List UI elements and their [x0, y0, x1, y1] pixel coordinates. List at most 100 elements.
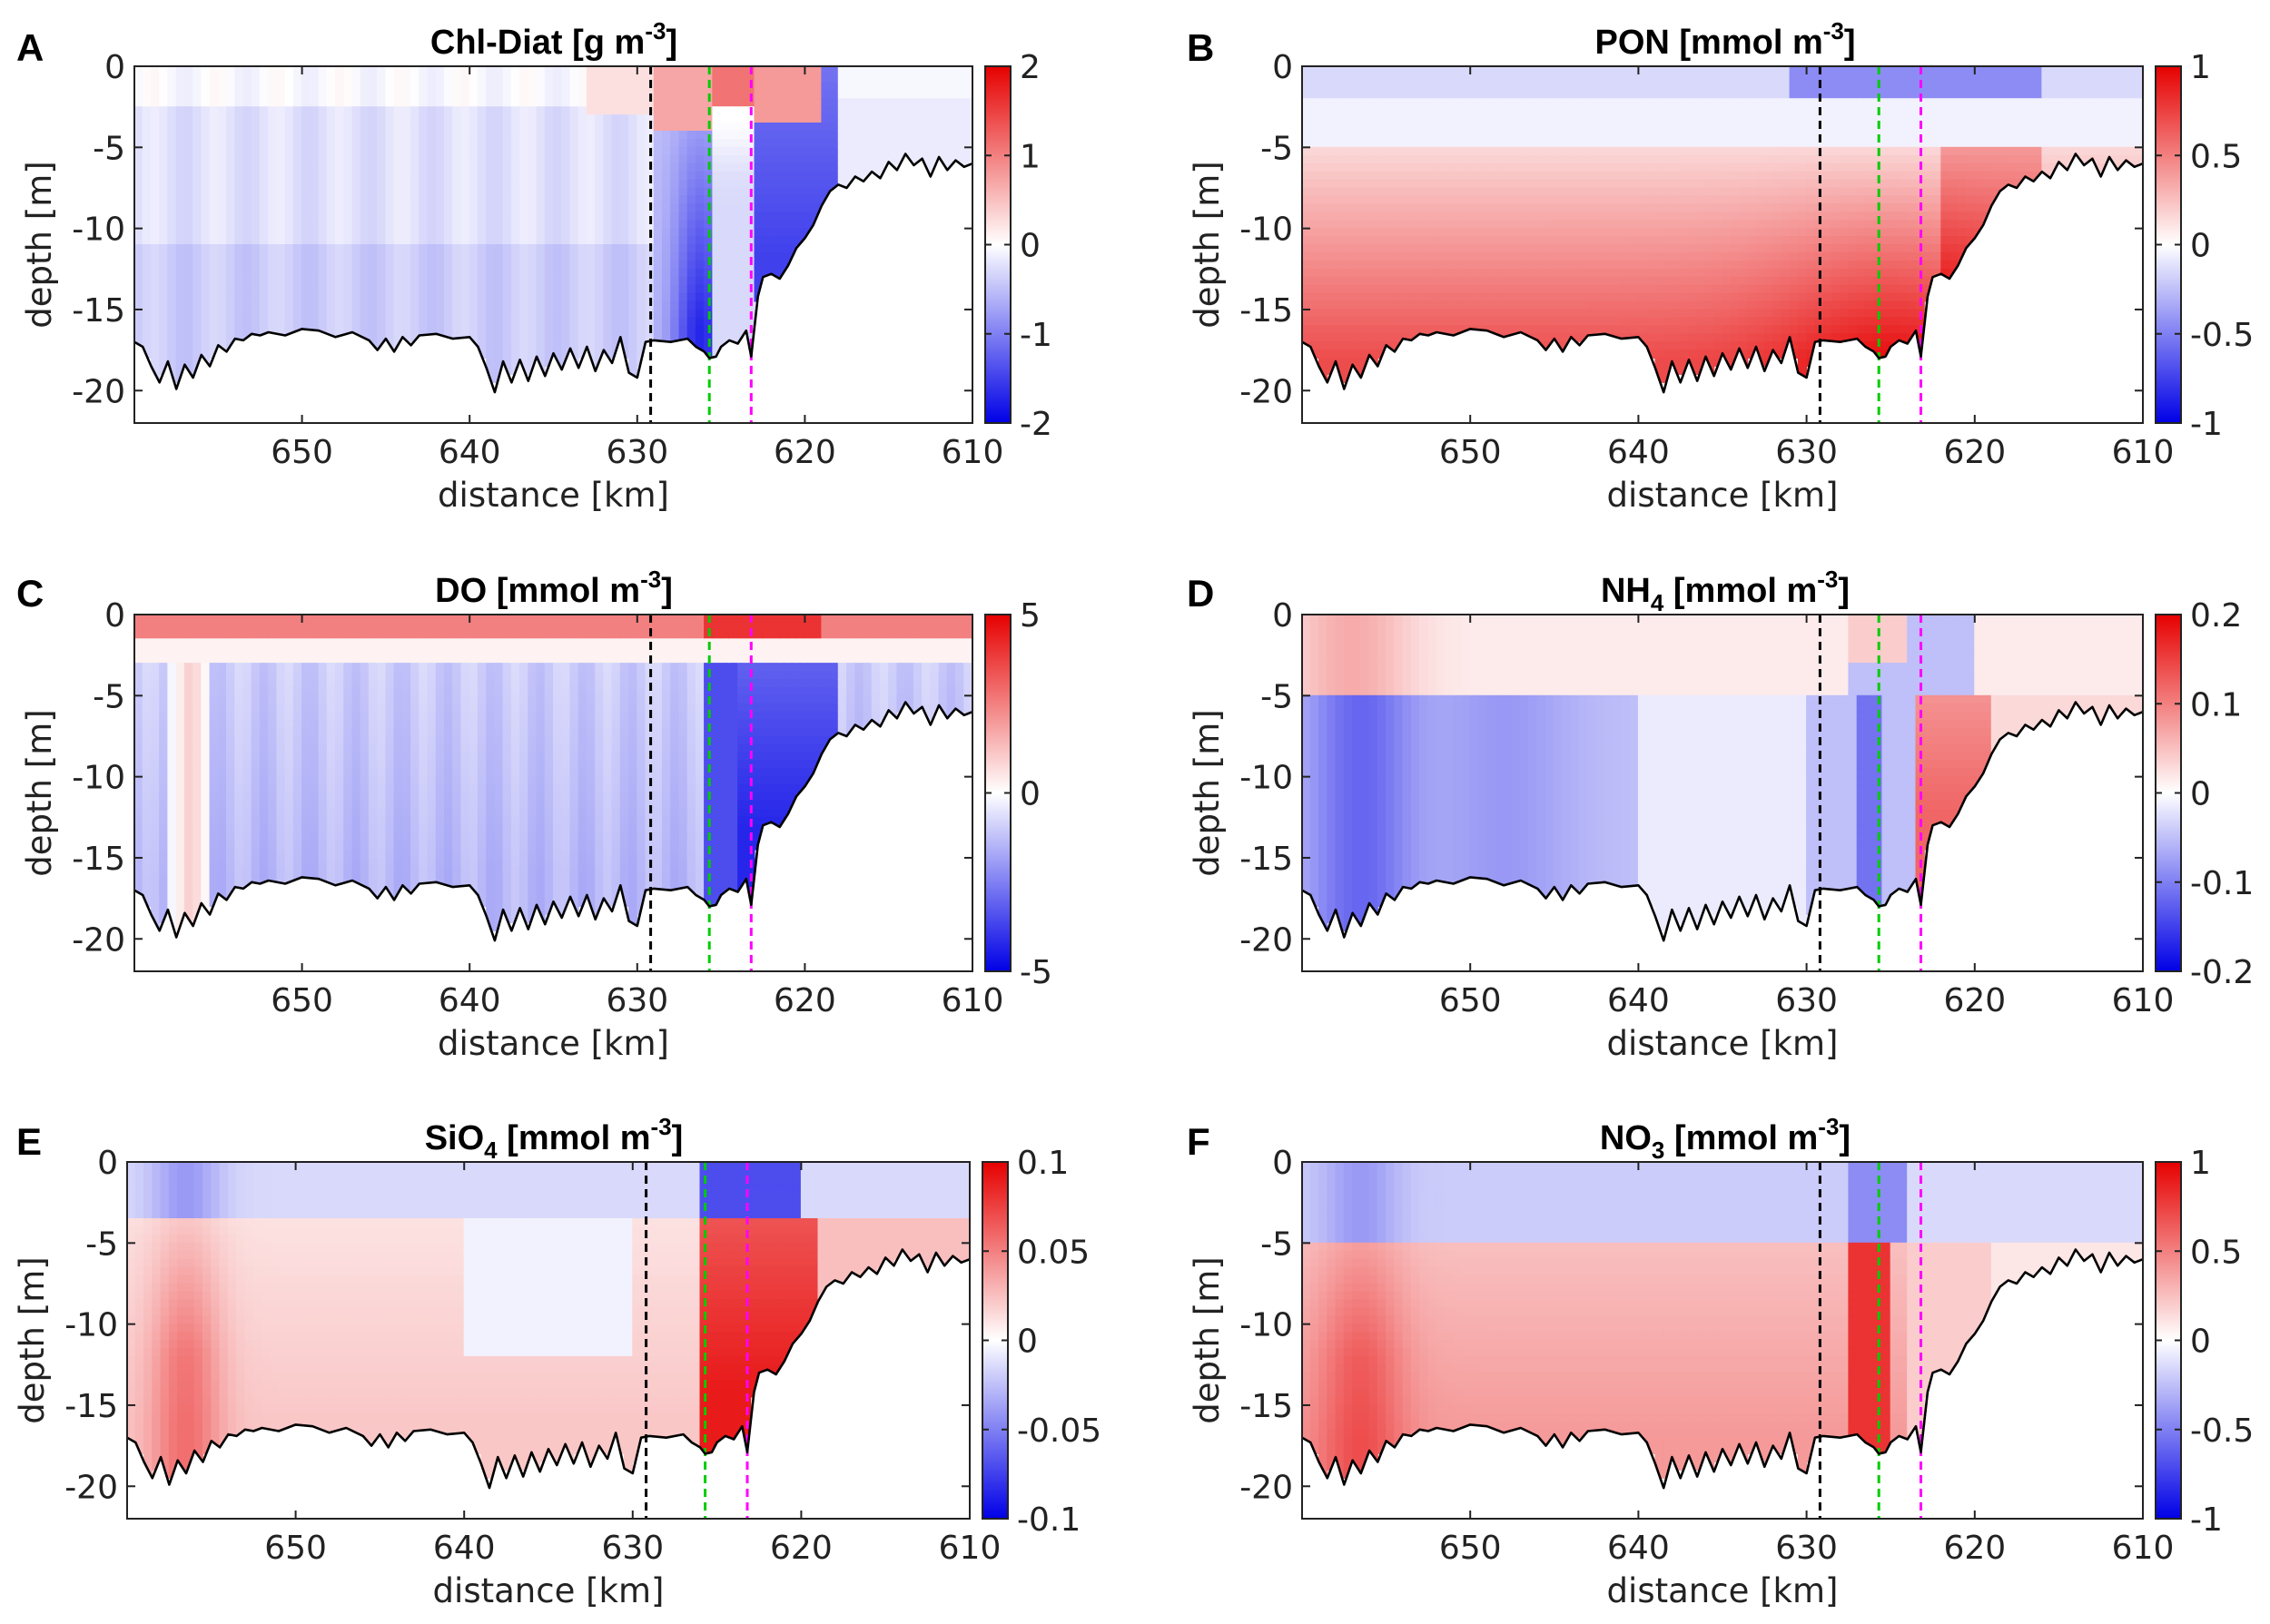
heatmap-cell [318, 284, 328, 294]
heatmap-cell [209, 260, 219, 270]
heatmap-cell [268, 114, 278, 123]
heatmap-cell [301, 292, 311, 302]
heatmap-cell [351, 154, 361, 164]
heatmap-cell [1343, 268, 1354, 278]
heatmap-cell [226, 90, 236, 100]
heatmap-cell [377, 66, 387, 75]
heatmap-cell [452, 244, 462, 253]
heatmap-cell [653, 131, 663, 140]
heatmap-cell [1386, 333, 1396, 343]
heatmap-cell [1705, 292, 1715, 302]
heatmap-cell [1739, 195, 1749, 205]
heatmap-cell [1595, 162, 1605, 172]
heatmap-cell [477, 179, 488, 189]
heatmap-cell [435, 66, 445, 75]
heatmap-cell [1302, 195, 1311, 205]
heatmap-cell [561, 333, 571, 343]
heatmap-cell [1335, 203, 1345, 213]
heatmap-cell [611, 284, 621, 294]
heatmap-cell [704, 292, 714, 302]
heatmap-cell [1587, 171, 1597, 181]
heatmap-cell [1629, 292, 1639, 302]
heatmap-cell [226, 268, 236, 278]
heatmap-cell [1302, 154, 1311, 164]
heatmap-cell [134, 106, 143, 116]
heatmap-cell [569, 300, 579, 310]
heatmap-cell [175, 292, 185, 302]
heatmap-cell [318, 203, 328, 213]
heatmap-cell [192, 244, 202, 253]
heatmap-cell [1739, 236, 1749, 245]
heatmap-cell [167, 366, 177, 375]
heatmap-cell [494, 309, 504, 319]
heatmap-cell [1377, 309, 1387, 319]
heatmap-cell [486, 179, 496, 189]
heatmap-cell [712, 317, 722, 327]
heatmap-cell [1335, 131, 1345, 140]
heatmap-cell [1377, 106, 1387, 116]
heatmap-cell [159, 236, 169, 245]
heatmap-cell [360, 187, 370, 197]
heatmap-cell [435, 138, 445, 148]
heatmap-cell [1663, 123, 1673, 132]
heatmap-cell [1671, 74, 1682, 84]
heatmap-cell [662, 251, 672, 261]
heatmap-cell [787, 66, 797, 75]
heatmap-cell [720, 162, 730, 172]
heatmap-cell [670, 179, 680, 189]
heatmap-cell [393, 220, 403, 230]
heatmap-cell [259, 276, 270, 286]
heatmap-cell [1427, 187, 1437, 197]
heatmap-cell [846, 154, 856, 164]
heatmap-cell [444, 309, 454, 319]
heatmap-cell [754, 146, 764, 156]
heatmap-cell [1705, 284, 1715, 294]
heatmap-cell [1343, 284, 1354, 294]
heatmap-cell [779, 98, 789, 108]
heatmap-cell [360, 179, 370, 189]
heatmap-cell [720, 244, 730, 253]
heatmap-cell [452, 195, 462, 205]
heatmap-cell [1520, 268, 1530, 278]
heatmap-cell [528, 276, 538, 286]
heatmap-cell [704, 154, 714, 164]
heatmap-cell [401, 123, 412, 132]
heatmap-cell [1402, 317, 1412, 327]
heatmap-cell [1528, 114, 1538, 123]
heatmap-cell [1613, 244, 1623, 253]
heatmap-cell [1654, 123, 1664, 132]
heatmap-cell [619, 162, 629, 172]
heatmap-cell [1613, 138, 1623, 148]
heatmap-cell [284, 154, 294, 164]
heatmap-cell [209, 162, 219, 172]
heatmap-cell [762, 138, 772, 148]
heatmap-cell [1427, 171, 1437, 181]
heatmap-cell [460, 284, 470, 294]
heatmap-cell [343, 114, 353, 123]
heatmap-cell [1562, 203, 1572, 213]
heatmap-cell [686, 220, 696, 230]
heatmap-cell [1587, 317, 1597, 327]
heatmap-cell [268, 131, 278, 140]
heatmap-cell [1495, 203, 1505, 213]
heatmap-cell [1368, 251, 1378, 261]
heatmap-cell [1360, 309, 1370, 319]
heatmap-cell [1368, 309, 1378, 319]
heatmap-cell [1554, 284, 1564, 294]
heatmap-cell [292, 195, 303, 205]
heatmap-cell [1386, 179, 1396, 189]
heatmap-cell [494, 268, 504, 278]
heatmap-cell [955, 154, 965, 164]
heatmap-cell [728, 212, 738, 221]
heatmap-cell [452, 236, 462, 245]
heatmap-cell [1536, 195, 1547, 205]
heatmap-cell [1722, 138, 1732, 148]
heatmap-cell [1722, 268, 1732, 278]
heatmap-cell [704, 236, 714, 245]
heatmap-cell [486, 341, 496, 351]
heatmap-cell [368, 90, 379, 100]
heatmap-cell [1654, 203, 1664, 213]
heatmap-cell [1722, 162, 1732, 172]
heatmap-cell [460, 251, 470, 261]
heatmap-cell [1427, 260, 1437, 270]
